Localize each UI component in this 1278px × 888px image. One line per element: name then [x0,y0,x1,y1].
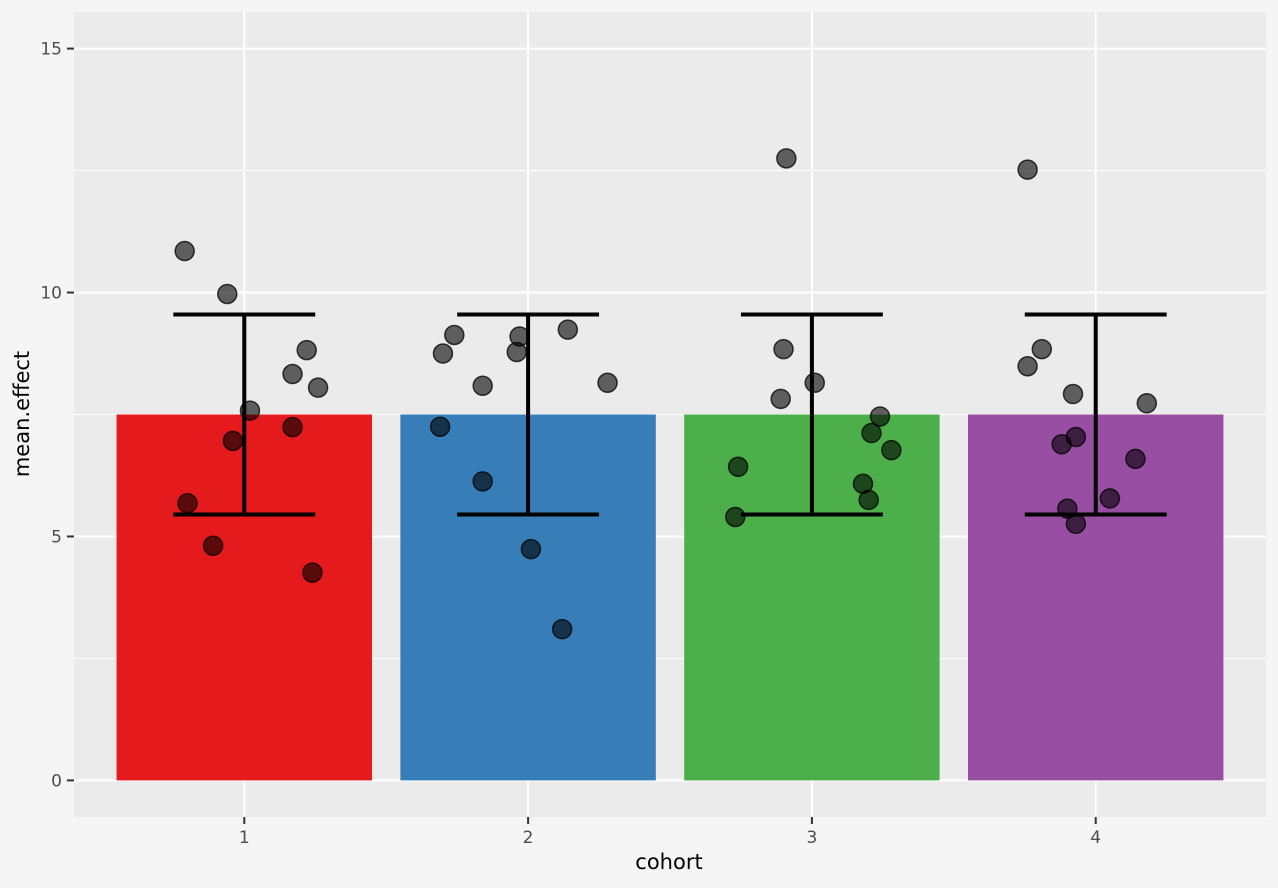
data-point [444,324,465,346]
y-axis-title: mean.effect [10,351,34,477]
data-point [520,538,542,560]
data-point [1062,383,1084,405]
data-point [174,240,195,262]
data-point [1136,393,1158,414]
x-tick-label: 2 [523,828,534,848]
data-point [432,343,454,364]
data-point [307,377,329,398]
data-point [177,493,198,514]
data-point [773,338,794,360]
error-bars [173,312,1167,517]
data-point [1031,338,1053,360]
y-tick-label: 15 [40,40,62,60]
y-tick-label: 10 [40,284,62,304]
data-point [296,339,317,361]
data-point [881,439,902,461]
data-point [551,618,573,640]
y-tick-label: 0 [51,771,62,791]
data-point [282,363,303,385]
x-axis-title: cohort [635,850,702,874]
data-point [302,562,323,583]
data-point [858,489,879,511]
data-point [1017,159,1038,180]
data-point [770,388,791,410]
data-point [222,430,244,452]
data-point [1125,448,1146,470]
data-point [429,416,451,437]
data-point [506,341,527,363]
x-axis: 1 2 3 4 [239,817,1101,848]
data-point [202,535,224,556]
data-point [1017,355,1038,377]
x-tick-label: 4 [1090,828,1101,848]
data-point [1065,513,1087,535]
x-tick-label: 1 [239,828,250,848]
data-point [217,283,238,305]
data-point [557,319,579,340]
y-axis: 0 5 10 15 [40,40,74,791]
y-tick-label: 5 [51,527,62,547]
data-point [1051,434,1072,455]
data-point [472,471,493,492]
data-point [727,456,749,477]
data-point [472,375,493,396]
data-point [1099,488,1121,509]
data-point [776,148,797,169]
data-point [804,372,825,394]
data-point [282,416,303,438]
data-point [725,506,746,528]
data-point [861,422,882,444]
points [174,148,1158,640]
x-tick-label: 3 [806,828,817,848]
data-point [869,406,891,427]
data-point [597,372,618,394]
